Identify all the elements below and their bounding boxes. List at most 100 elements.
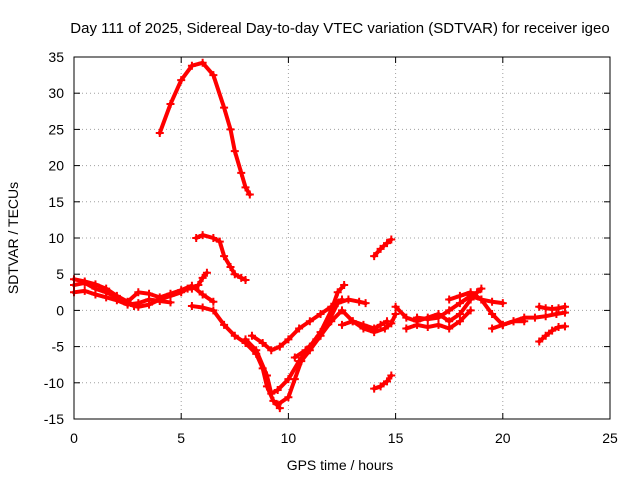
- data-point: [445, 317, 454, 326]
- data-point: [535, 337, 544, 346]
- data-point: [198, 231, 207, 240]
- data-point: [316, 310, 325, 319]
- series-arc-11: [338, 310, 400, 337]
- data-point: [198, 290, 207, 299]
- data-point: [91, 280, 100, 289]
- series-arc-5: [192, 231, 250, 284]
- data-point: [466, 288, 475, 297]
- data-point: [198, 273, 207, 282]
- data-point: [192, 234, 201, 242]
- data-point: [455, 299, 464, 308]
- data-point: [177, 76, 186, 85]
- data-point: [348, 317, 357, 326]
- data-point: [322, 320, 331, 329]
- y-tick-label: 10: [48, 230, 64, 246]
- data-point: [267, 346, 276, 355]
- data-point: [552, 310, 561, 319]
- data-point: [230, 147, 239, 156]
- data-point: [333, 299, 342, 308]
- data-point: [434, 320, 443, 329]
- y-tick-label: 15: [48, 194, 64, 210]
- y-tick-label: 0: [56, 302, 64, 318]
- chart-title: Day 111 of 2025, Sidereal Day-to-day VTE…: [70, 20, 609, 37]
- data-point: [370, 328, 379, 337]
- data-point: [209, 234, 218, 242]
- data-point: [355, 297, 364, 306]
- data-point: [80, 277, 89, 286]
- series-trace: [157, 60, 252, 197]
- data-point: [267, 389, 276, 398]
- data-point: [245, 190, 254, 199]
- y-tick-label: -5: [52, 339, 65, 355]
- data-point: [241, 335, 250, 344]
- data-point: [284, 393, 293, 402]
- data-point: [155, 129, 164, 138]
- data-point: [198, 58, 207, 67]
- y-tick-label: -10: [44, 375, 64, 391]
- data-point: [376, 382, 385, 391]
- data-point: [387, 371, 396, 380]
- data-point: [209, 71, 218, 80]
- data-point: [241, 275, 250, 284]
- data-point: [275, 342, 284, 351]
- data-point: [177, 286, 186, 295]
- data-point: [548, 326, 557, 335]
- data-point: [535, 302, 544, 311]
- data-point: [383, 377, 392, 386]
- data-point: [455, 310, 464, 319]
- data-point: [305, 317, 314, 326]
- data-point: [112, 296, 121, 305]
- data-point: [455, 317, 464, 326]
- series-trace: [72, 288, 173, 307]
- data-point: [220, 252, 229, 261]
- data-point: [560, 302, 569, 311]
- series-arc-20: [535, 302, 569, 313]
- data-point: [102, 293, 111, 302]
- y-tick-label: 5: [56, 266, 64, 282]
- grid-lines: [74, 57, 610, 419]
- data-point: [498, 299, 507, 308]
- data-point: [509, 317, 518, 326]
- plot-area: [70, 58, 569, 413]
- data-point: [226, 262, 235, 271]
- data-point: [134, 299, 143, 308]
- data-point: [530, 313, 539, 322]
- series-arc-6: [187, 302, 284, 413]
- data-point: [338, 306, 346, 315]
- data-point: [166, 100, 175, 109]
- data-point: [187, 302, 196, 311]
- data-point: [237, 273, 246, 282]
- series-arc-19: [535, 322, 569, 346]
- series-arc-15: [402, 306, 475, 333]
- data-point: [202, 268, 211, 277]
- series-trace: [372, 237, 394, 259]
- series-trace: [372, 373, 394, 391]
- data-point: [209, 306, 218, 315]
- data-point: [383, 239, 392, 248]
- data-point: [455, 291, 464, 300]
- data-point: [338, 320, 346, 329]
- data-point: [215, 237, 224, 246]
- series-arc-13: [370, 371, 396, 393]
- y-tick-label: 30: [48, 85, 64, 101]
- data-point: [477, 295, 486, 304]
- data-point: [445, 295, 454, 304]
- data-point: [466, 306, 475, 315]
- data-point: [402, 324, 411, 333]
- data-point: [423, 323, 432, 332]
- data-point: [413, 313, 422, 322]
- data-point: [220, 320, 229, 329]
- data-point: [370, 384, 379, 393]
- axis-ticks: 0 5 10 15 20 25 -15 -10 -5 0 5 10 15 20 25 30 35: [44, 49, 618, 446]
- data-point: [252, 346, 261, 355]
- data-point: [520, 313, 529, 322]
- data-point: [230, 270, 239, 279]
- data-point: [498, 320, 507, 329]
- data-point: [237, 168, 246, 177]
- data-point: [434, 313, 443, 322]
- data-point: [273, 386, 282, 395]
- data-point: [166, 298, 175, 307]
- data-point: [554, 304, 563, 313]
- data-point: [187, 281, 196, 290]
- data-point: [134, 288, 143, 297]
